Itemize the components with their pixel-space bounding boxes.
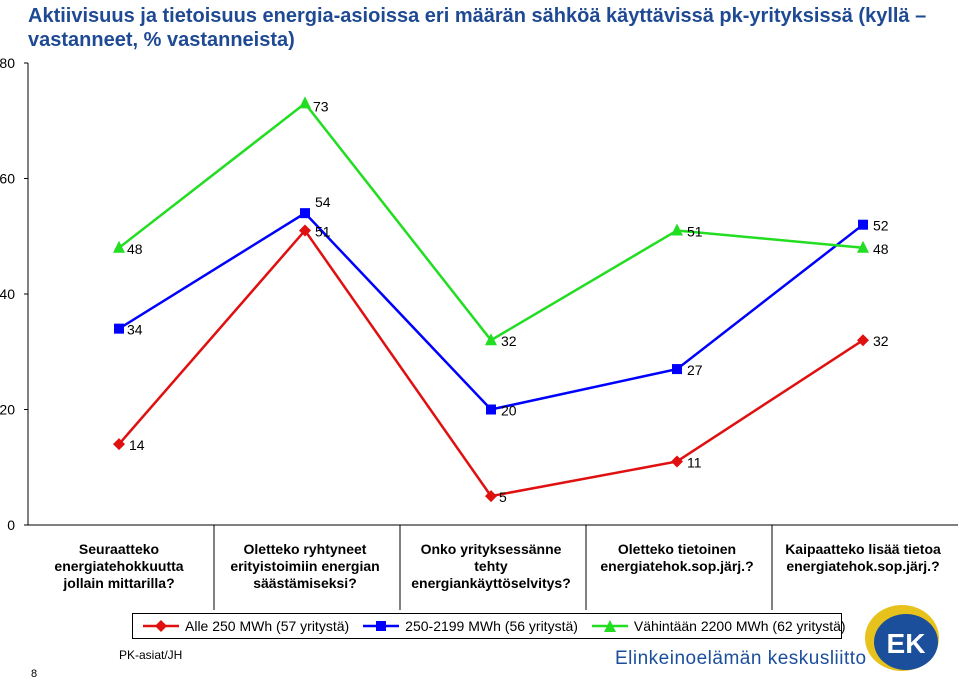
legend: Alle 250 MWh (57 yritystä) 250-2199 MWh …: [132, 613, 846, 639]
data-label: 5: [499, 489, 507, 505]
x-category-label: Oletteko tietoinen energiatehok.sop.järj…: [600, 541, 754, 574]
data-label: 34: [127, 322, 143, 338]
data-label: 14: [129, 437, 145, 453]
y-tick-label: 60: [0, 171, 15, 187]
data-point-triangle: [671, 223, 683, 236]
organization-name: Elinkeinoelämän keskusliitto: [615, 648, 867, 669]
page-number: 8: [31, 668, 38, 680]
chart-title: Aktiivisuus ja tietoisuus energia-asiois…: [28, 5, 927, 51]
x-category-label: Kaipaatteko lisää tietoa energiatehok.so…: [785, 541, 941, 574]
data-label: 73: [313, 98, 329, 114]
data-label: 51: [687, 223, 703, 239]
svg-text:EK: EK: [887, 628, 926, 659]
data-point-square: [858, 219, 868, 230]
chart-axes: 0 20 40 60 80: [0, 55, 958, 610]
data-point-triangle: [485, 333, 497, 346]
y-tick-label: 20: [0, 402, 15, 418]
legend-label-green: Vähintään 2200 MWh (62 yritystä): [633, 618, 846, 634]
y-tick-label: 80: [0, 55, 15, 71]
legend-item-blue: 250-2199 MWh (56 yritystä): [361, 618, 578, 634]
ek-logo: EK: [865, 605, 939, 671]
data-point-triangle: [299, 96, 311, 109]
data-point-diamond: [485, 490, 497, 503]
data-label: 20: [501, 403, 517, 419]
data-point-triangle: [113, 240, 125, 253]
legend-item-green: Vähintään 2200 MWh (62 yritystä): [590, 618, 846, 634]
data-point-square: [672, 364, 682, 375]
y-tick-label: 40: [0, 286, 15, 302]
x-category-label: Seuraatteko energiatehokkuutta jollain m…: [54, 541, 184, 591]
data-point-diamond: [671, 455, 683, 468]
series-lines: [113, 96, 869, 503]
data-labels: 14 51 5 11 32 34 54 20 27 52 48 73 32 51 48: [127, 98, 889, 505]
data-label: 51: [315, 223, 331, 239]
series-line: [118, 101, 864, 342]
legend-marker-blue-square: [363, 621, 400, 631]
data-label: 52: [873, 218, 889, 234]
data-point-square: [486, 404, 496, 415]
data-label: 32: [501, 333, 517, 349]
line-chart: 0 20 40 60 80 14 51 5 11 32 34 54 20 27 52 48 73 32 51 48: [0, 55, 958, 610]
x-category-label: Onko yrityksessänne tehty energiankäyttö…: [411, 541, 571, 591]
legend-item-red: Alle 250 MWh (57 yritystä): [141, 618, 349, 634]
series-line: [118, 211, 864, 411]
data-point-square: [114, 323, 124, 334]
data-point-diamond: [299, 224, 311, 237]
data-label: 48: [873, 241, 889, 257]
legend-marker-red-diamond: [143, 620, 179, 632]
data-label: 32: [873, 333, 889, 349]
x-category-label: Oletteko ryhtyneet erityistoimiin energi…: [230, 541, 380, 591]
data-point-diamond: [857, 334, 869, 347]
data-point-diamond: [113, 438, 125, 451]
legend-marker-green-triangle: [591, 620, 628, 632]
footer-author: PK-asiat/JH: [119, 648, 183, 662]
series-line: [118, 228, 864, 498]
data-label: 27: [687, 362, 703, 378]
y-tick-label: 0: [7, 517, 15, 533]
data-point-square: [300, 208, 310, 219]
data-label: 11: [687, 454, 702, 470]
data-label: 48: [127, 241, 143, 257]
legend-label-blue: 250-2199 MWh (56 yritystä): [405, 618, 578, 634]
data-point-triangle: [857, 240, 869, 253]
data-label: 54: [315, 194, 331, 210]
legend-label-red: Alle 250 MWh (57 yritystä): [185, 618, 350, 634]
